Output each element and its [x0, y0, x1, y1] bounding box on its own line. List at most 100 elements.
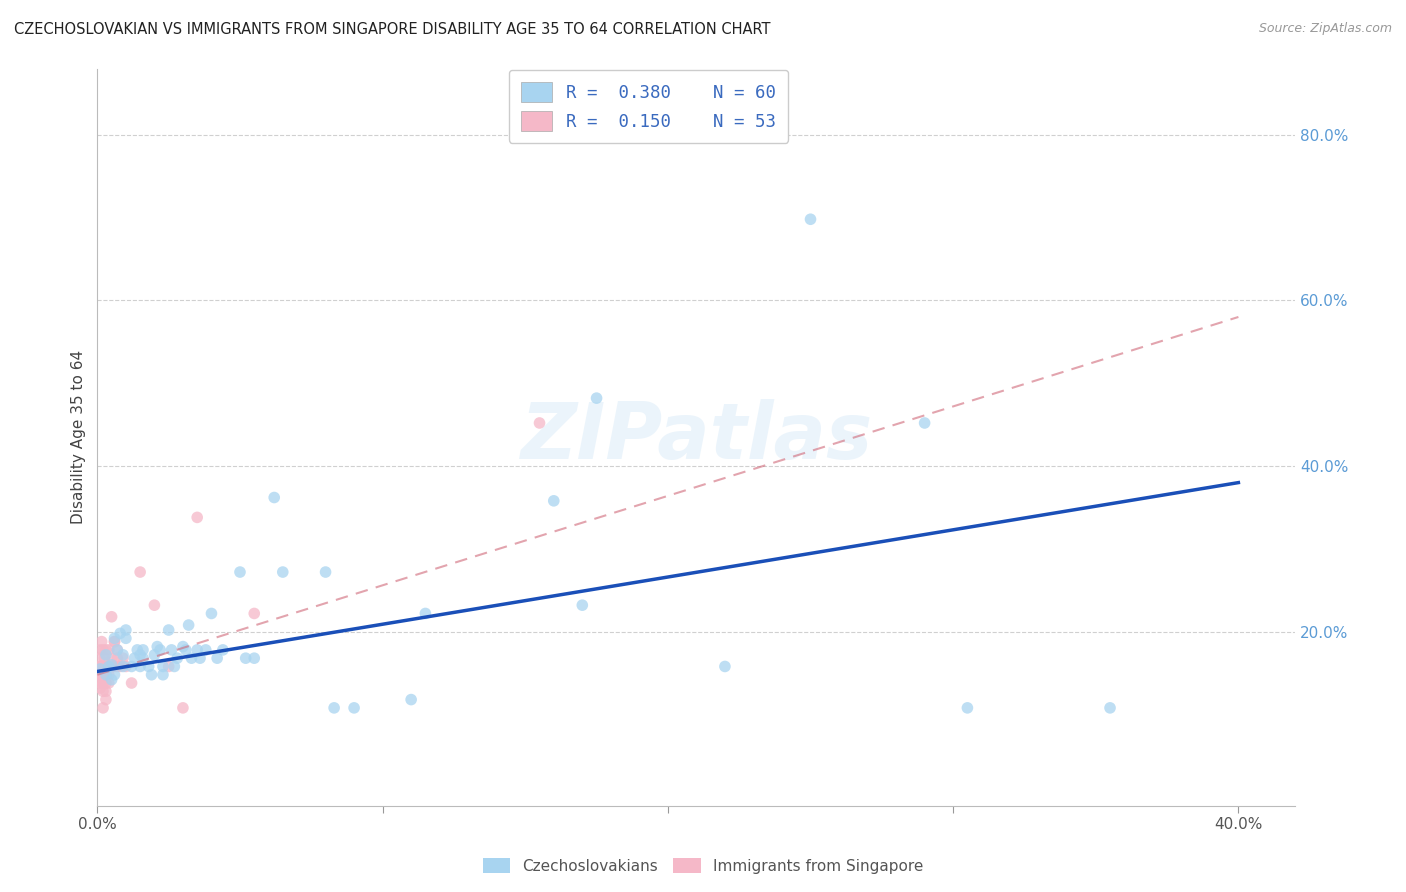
- Point: [105, 643, 128, 657]
- Point: [100, 609, 122, 624]
- Point: [100, 673, 122, 687]
- Point: [87, 667, 110, 681]
- Point: [163, 659, 186, 673]
- Point: [160, 643, 183, 657]
- Point: [89, 662, 111, 676]
- Point: [157, 623, 180, 637]
- Point: [89, 676, 111, 690]
- Point: [132, 651, 155, 665]
- Point: [90, 634, 112, 648]
- Point: [343, 701, 366, 715]
- Point: [91, 667, 114, 681]
- Point: [157, 659, 180, 673]
- Point: [97, 667, 120, 681]
- Point: [529, 416, 551, 430]
- Point: [132, 643, 155, 657]
- Point: [100, 657, 122, 672]
- Point: [94, 667, 117, 681]
- Point: [103, 634, 125, 648]
- Point: [97, 676, 120, 690]
- Point: [91, 659, 114, 673]
- Point: [89, 667, 111, 681]
- Point: [121, 659, 143, 673]
- Point: [200, 607, 222, 621]
- Point: [111, 648, 134, 662]
- Point: [89, 659, 111, 673]
- Point: [186, 510, 208, 524]
- Point: [97, 659, 120, 673]
- Point: [129, 659, 152, 673]
- Y-axis label: Disability Age 35 to 64: Disability Age 35 to 64: [72, 350, 86, 524]
- Point: [94, 684, 117, 698]
- Point: [399, 692, 422, 706]
- Legend: Czechoslovakians, Immigrants from Singapore: Czechoslovakians, Immigrants from Singap…: [477, 852, 929, 880]
- Point: [914, 416, 936, 430]
- Point: [243, 607, 266, 621]
- Point: [180, 651, 202, 665]
- Point: [212, 643, 235, 657]
- Point: [271, 565, 294, 579]
- Point: [94, 643, 117, 657]
- Point: [89, 673, 111, 687]
- Point: [149, 643, 172, 657]
- Point: [146, 640, 169, 654]
- Point: [174, 643, 197, 657]
- Point: [105, 651, 128, 665]
- Point: [93, 651, 115, 665]
- Point: [235, 651, 257, 665]
- Point: [799, 212, 821, 227]
- Point: [91, 676, 114, 690]
- Text: Source: ZipAtlas.com: Source: ZipAtlas.com: [1258, 22, 1392, 36]
- Point: [323, 701, 346, 715]
- Point: [94, 667, 117, 681]
- Point: [100, 651, 122, 665]
- Point: [105, 643, 128, 657]
- Point: [94, 667, 117, 681]
- Point: [115, 623, 138, 637]
- Point: [143, 598, 166, 612]
- Point: [108, 659, 131, 673]
- Point: [172, 640, 194, 654]
- Point: [94, 692, 117, 706]
- Point: [89, 659, 111, 673]
- Point: [194, 643, 217, 657]
- Point: [103, 634, 125, 648]
- Point: [91, 643, 114, 657]
- Point: [94, 676, 117, 690]
- Point: [89, 643, 111, 657]
- Point: [89, 651, 111, 665]
- Point: [543, 493, 565, 508]
- Point: [143, 648, 166, 662]
- Point: [152, 667, 174, 681]
- Point: [91, 659, 114, 673]
- Point: [172, 701, 194, 715]
- Point: [585, 391, 607, 405]
- Point: [205, 651, 228, 665]
- Point: [115, 632, 138, 646]
- Point: [138, 659, 160, 673]
- Point: [111, 651, 134, 665]
- Point: [89, 659, 111, 673]
- Text: ZIPatlas: ZIPatlas: [520, 399, 873, 475]
- Point: [956, 701, 979, 715]
- Point: [152, 659, 174, 673]
- Point: [124, 651, 146, 665]
- Point: [263, 491, 285, 505]
- Point: [97, 643, 120, 657]
- Point: [188, 651, 211, 665]
- Point: [141, 667, 163, 681]
- Point: [103, 632, 125, 646]
- Point: [97, 659, 120, 673]
- Point: [115, 659, 138, 673]
- Point: [91, 684, 114, 698]
- Point: [229, 565, 252, 579]
- Point: [108, 626, 131, 640]
- Point: [89, 667, 111, 681]
- Legend: R =  0.380    N = 60, R =  0.150    N = 53: R = 0.380 N = 60, R = 0.150 N = 53: [509, 70, 789, 143]
- Point: [94, 659, 117, 673]
- Point: [129, 648, 152, 662]
- Point: [103, 659, 125, 673]
- Point: [186, 643, 208, 657]
- Point: [129, 565, 152, 579]
- Point: [91, 667, 114, 681]
